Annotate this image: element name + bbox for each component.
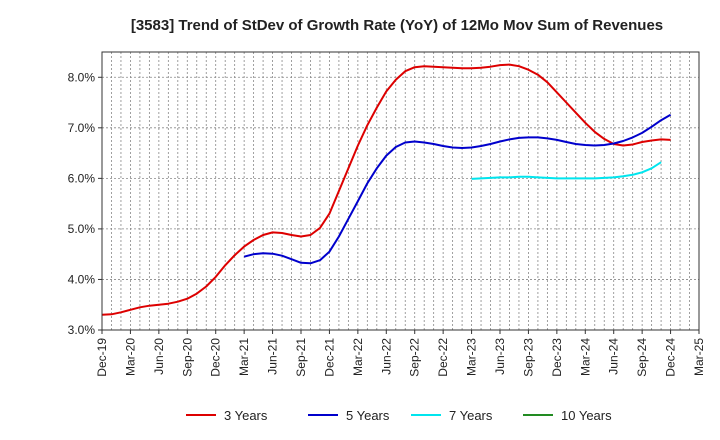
legend-label: 7 Years	[449, 408, 493, 423]
x-tick-label: Sep-21	[294, 338, 308, 377]
series-line-5-years	[243, 113, 672, 265]
legend-label: 5 Years	[346, 408, 390, 423]
y-tick-label: 4.0%	[68, 272, 96, 286]
x-tick-label: Jun-23	[493, 338, 507, 375]
x-tick-label: Mar-20	[123, 338, 137, 376]
x-tick-label: Sep-20	[180, 338, 194, 377]
series-line-7-years	[471, 161, 662, 180]
legend-item: 5 Years	[308, 408, 390, 423]
legend: 3 Years 5 Years 7 Years 10 Years	[186, 408, 612, 423]
series-lines	[101, 63, 672, 316]
y-tick-label: 8.0%	[68, 70, 96, 84]
y-axis-ticks: 3.0% 4.0% 5.0% 6.0% 7.0% 8.0%	[68, 70, 102, 337]
series-line-3-years	[101, 63, 671, 316]
x-tick-label: Dec-24	[664, 338, 678, 377]
x-tick-label: Jun-24	[607, 338, 621, 375]
x-tick-label: Dec-23	[550, 338, 564, 377]
y-tick-label: 6.0%	[68, 171, 96, 185]
x-tick-label: Jun-21	[266, 338, 280, 375]
legend-label: 10 Years	[561, 408, 612, 423]
x-tick-label: Jun-20	[152, 338, 166, 375]
x-tick-label: Jun-22	[379, 338, 393, 375]
chart-title: [3583] Trend of StDev of Growth Rate (Yo…	[131, 17, 663, 34]
y-tick-label: 7.0%	[68, 121, 96, 135]
y-tick-label: 3.0%	[68, 323, 96, 337]
x-tick-label: Mar-22	[351, 338, 365, 376]
x-tick-label: Mar-21	[237, 338, 251, 376]
x-tick-label: Sep-23	[521, 338, 535, 377]
x-tick-label: Dec-21	[322, 338, 336, 377]
grid	[101, 52, 700, 331]
legend-item: 10 Years	[523, 408, 612, 423]
x-tick-label: Mar-23	[465, 338, 479, 376]
x-tick-label: Mar-25	[692, 338, 706, 376]
x-tick-label: Sep-24	[635, 338, 649, 377]
legend-item: 7 Years	[411, 408, 493, 423]
x-tick-label: Dec-19	[95, 338, 109, 377]
plot-frame	[101, 51, 700, 331]
x-tick-label: Dec-20	[209, 338, 223, 377]
x-tick-label: Mar-24	[578, 338, 592, 376]
x-axis-ticks: Dec-19 Mar-20 Jun-20 Sep-20 Dec-20 Mar-21 Jun-…	[95, 330, 706, 377]
x-tick-label: Dec-22	[436, 338, 450, 377]
x-tick-label: Sep-22	[408, 338, 422, 377]
legend-label: 3 Years	[224, 408, 268, 423]
y-tick-label: 5.0%	[68, 222, 96, 236]
legend-item: 3 Years	[186, 408, 268, 423]
